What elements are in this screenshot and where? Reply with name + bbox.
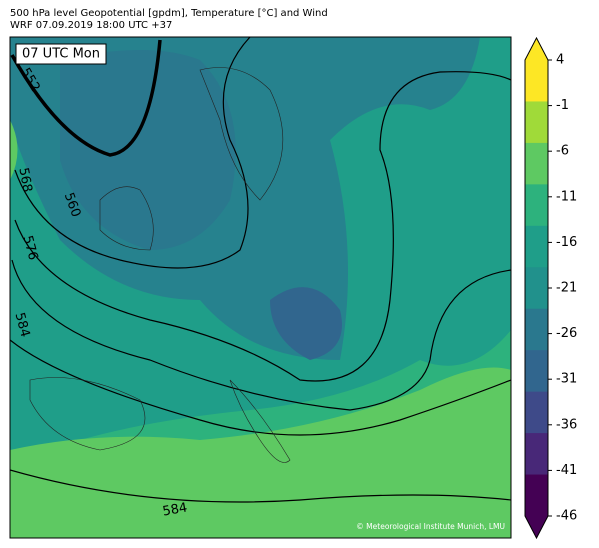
colorbar-band (525, 350, 548, 393)
colorbar-band (525, 474, 548, 517)
colorbar-band (525, 142, 548, 185)
colorbar-tick-label: -31 (556, 372, 577, 387)
colorbar-tick-label: -21 (556, 281, 577, 296)
colorbar-tick-label: -36 (556, 417, 577, 432)
colorbar-extend (525, 38, 548, 60)
contour-label: 584 (161, 500, 188, 519)
colorbar-tick-label: -46 (556, 509, 577, 524)
colorbar-tick-label: -16 (556, 235, 577, 250)
colorbar-extend (525, 516, 548, 538)
colorbar-band (525, 433, 548, 476)
time-box (15, 43, 107, 65)
time-label: 07 UTC Mon (22, 47, 100, 62)
colorbar-band (525, 267, 548, 310)
colorbar-tick-label: 4 (556, 53, 564, 68)
contour-label: 576 (20, 234, 41, 262)
field-zone (270, 287, 342, 360)
subtitle: WRF 07.09.2019 18:00 UTC +37 (10, 20, 172, 31)
contour-label: 584 (12, 311, 33, 339)
colorbar-band (525, 184, 548, 227)
title: 500 hPa level Geopotential [gpdm], Tempe… (10, 8, 328, 19)
colorbar-tick-label: -26 (556, 326, 577, 341)
colorbar-tick-label: -1 (556, 98, 569, 113)
colorbar-band (525, 101, 548, 144)
colorbar-band (525, 225, 548, 268)
colorbar-tick-label: -6 (556, 144, 569, 159)
colorbar-tick-label: -11 (556, 189, 577, 204)
coastlines (29, 67, 291, 463)
colorbar-band (525, 391, 548, 434)
map-field (10, 37, 511, 538)
field-zone (60, 50, 236, 250)
colorbar-band (525, 308, 548, 351)
colorbar-tick-label: -41 (556, 463, 577, 478)
colorbar-band (525, 60, 548, 102)
credit: © Meteorological Institute Munich, LMU (356, 522, 505, 531)
map-frame (9, 36, 512, 539)
contour-label: 568 (15, 166, 34, 193)
